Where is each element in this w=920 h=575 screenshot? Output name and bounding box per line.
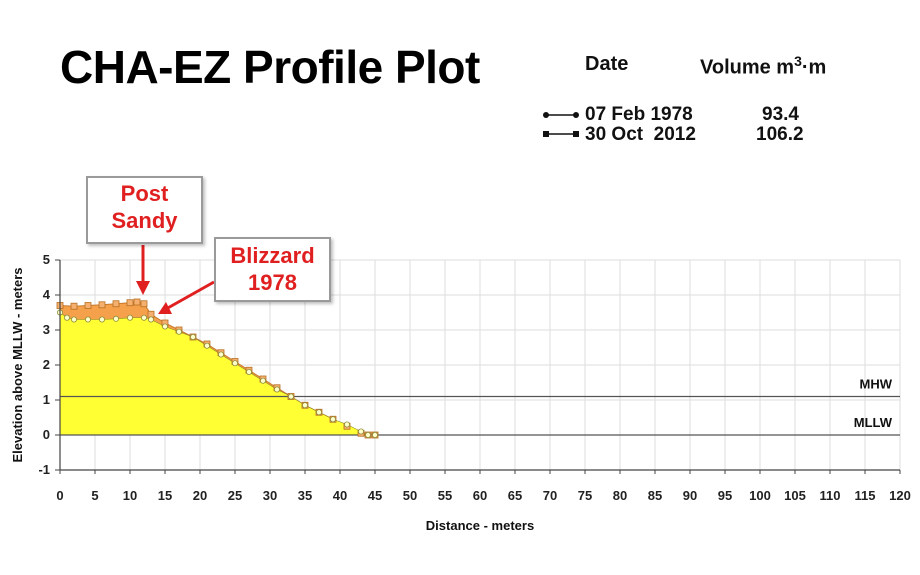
x-tick-label: 50 xyxy=(403,488,417,503)
reference-lines: MHW MLLW xyxy=(60,377,900,436)
y-tick-label: -1 xyxy=(38,462,50,477)
y-tick-label: 3 xyxy=(43,322,50,337)
y-tick-label: 0 xyxy=(43,427,50,442)
point-2012 xyxy=(98,301,106,309)
point-1978 xyxy=(231,360,238,367)
volume-column-header: Volume m3·m xyxy=(700,53,826,80)
point-1978 xyxy=(315,409,322,416)
point-1978 xyxy=(259,377,266,384)
x-tick-label: 110 xyxy=(820,488,841,503)
point-2012 xyxy=(84,302,92,309)
x-tick-label: 15 xyxy=(158,488,172,503)
x-tick-label: 90 xyxy=(683,488,697,503)
x-tick-label: 115 xyxy=(855,488,876,503)
legend-marker-2012 xyxy=(543,131,579,137)
point-1978 xyxy=(140,314,147,321)
profile-areas xyxy=(59,301,375,436)
point-1978 xyxy=(71,316,78,323)
reference-label-mhw: MHW xyxy=(860,377,893,392)
x-tick-label: 5 xyxy=(91,488,98,503)
legend-volume-1978: 93.4 xyxy=(762,104,799,125)
post-sandy-arrowhead xyxy=(136,281,150,295)
point-1978 xyxy=(203,342,210,349)
point-1978 xyxy=(175,328,182,335)
point-1978 xyxy=(127,314,134,321)
legend-date-2012: 30 Oct 2012 xyxy=(585,124,696,145)
point-2012 xyxy=(126,299,134,307)
legend-date-1978: 07 Feb 1978 xyxy=(585,104,693,125)
point-1978 xyxy=(371,431,378,438)
x-tick-label: 55 xyxy=(438,488,452,503)
post-sandy-callout: Post Sandy xyxy=(86,176,203,244)
blizzard-callout: Blizzard 1978 xyxy=(214,237,331,302)
y-tick-label: 4 xyxy=(43,287,51,302)
x-tick-label: 0 xyxy=(56,488,63,503)
x-tick-label: 20 xyxy=(193,488,207,503)
axes xyxy=(55,259,901,474)
point-1978 xyxy=(357,428,364,435)
point-1978 xyxy=(245,368,252,375)
volume-header-suffix: ·m xyxy=(801,56,827,79)
date-column-header: Date xyxy=(585,53,629,75)
x-tick-label: 25 xyxy=(228,488,242,503)
x-tick-label: 35 xyxy=(298,488,312,503)
blizzard-arrowhead xyxy=(158,302,172,314)
reference-label-mllw: MLLW xyxy=(854,415,893,430)
point-1978 xyxy=(217,351,224,358)
volume-header-superscript: 3 xyxy=(794,53,802,69)
point-2012 xyxy=(140,300,148,308)
volume-header-text: Volume m xyxy=(700,56,795,79)
legend-volume-2012: 106.2 xyxy=(756,124,804,145)
x-tick-label: 70 xyxy=(543,488,557,503)
legend-marker-1978 xyxy=(543,112,579,118)
blizzard-arrow xyxy=(165,280,215,311)
post-sandy-line-2: Sandy xyxy=(111,208,178,233)
point-1978 xyxy=(113,315,120,322)
x-tick-label: 105 xyxy=(784,488,806,503)
x-tick-label: 95 xyxy=(718,488,732,503)
point-1978 xyxy=(329,416,336,423)
area-1978 xyxy=(59,311,375,436)
point-2012 xyxy=(70,302,78,310)
profile-markers xyxy=(56,298,379,439)
x-tick-label: 65 xyxy=(508,488,522,503)
point-1978 xyxy=(273,386,280,393)
x-tick-label: 60 xyxy=(473,488,487,503)
x-tick-label: 100 xyxy=(749,488,771,503)
blizzard-line-1: Blizzard xyxy=(230,243,315,268)
point-1978 xyxy=(301,402,308,409)
x-tick-label: 10 xyxy=(123,488,137,503)
x-tick-label: 85 xyxy=(648,488,662,503)
post-sandy-line-1: Post xyxy=(120,181,169,206)
page-title: CHA-EZ Profile Plot xyxy=(60,41,480,93)
y-tick-label: 1 xyxy=(43,392,50,407)
point-1978 xyxy=(161,323,168,330)
x-tick-label: 75 xyxy=(578,488,592,503)
point-1978 xyxy=(287,393,294,400)
point-1978 xyxy=(64,314,71,321)
point-2012 xyxy=(147,310,155,318)
x-tick-label: 80 xyxy=(613,488,627,503)
callout-arrows xyxy=(136,245,215,314)
point-1978 xyxy=(189,333,196,340)
y-axis-label: Elevation above MLLW - meters xyxy=(10,267,25,462)
point-1978 xyxy=(85,316,92,323)
y-tick-label: 5 xyxy=(43,252,50,267)
point-2012 xyxy=(133,298,141,306)
x-tick-label: 30 xyxy=(263,488,277,503)
point-1978 xyxy=(99,316,106,323)
x-tick-label: 120 xyxy=(889,488,911,503)
blizzard-line-2: 1978 xyxy=(248,270,297,295)
x-axis-label: Distance - meters xyxy=(426,518,534,533)
point-1978 xyxy=(343,421,350,428)
x-tick-label: 45 xyxy=(368,488,382,503)
point-1978 xyxy=(147,316,154,323)
y-tick-label: 2 xyxy=(43,357,50,372)
point-2012 xyxy=(112,300,120,308)
point-1978 xyxy=(364,431,371,438)
x-tick-label: 40 xyxy=(333,488,347,503)
